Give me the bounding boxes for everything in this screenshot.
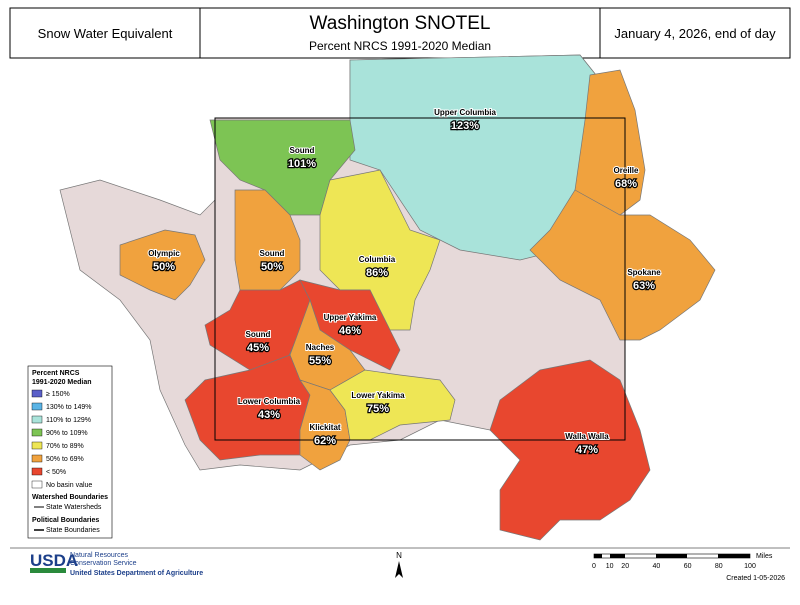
basin-lower-columbia bbox=[184, 354, 311, 461]
header-box bbox=[9, 7, 791, 59]
basin-value: 43% bbox=[258, 409, 280, 421]
agency: Natural Resources bbox=[70, 552, 128, 559]
legend-item: ≥ 150% bbox=[46, 391, 70, 398]
basin-value: 123% bbox=[451, 120, 479, 132]
basin-spokane bbox=[529, 189, 716, 341]
basin-value: 55% bbox=[309, 355, 331, 367]
basin-name: Columbia bbox=[359, 255, 396, 264]
basin-sound-central bbox=[234, 189, 301, 301]
basin-name: Naches bbox=[306, 343, 335, 352]
basin-value: 47% bbox=[576, 444, 598, 456]
usda-logo-bar bbox=[30, 568, 66, 573]
scale-label: 0 bbox=[592, 563, 596, 570]
basin-value: 86% bbox=[366, 267, 388, 279]
basin-value: 63% bbox=[633, 280, 655, 292]
basin-walla-walla bbox=[489, 359, 651, 541]
basin-oreille bbox=[574, 69, 646, 216]
legend-swatch bbox=[31, 467, 43, 476]
legend-swatch bbox=[31, 428, 43, 437]
basin-name: Lower Columbia bbox=[238, 397, 301, 406]
scale-label: 20 bbox=[621, 563, 629, 570]
legend-heading: Political Boundaries bbox=[32, 517, 99, 524]
scale-bar bbox=[593, 553, 751, 559]
legend-swatch bbox=[31, 415, 43, 424]
agency: Conservation Service bbox=[70, 560, 137, 567]
created: Created 1-05-2026 bbox=[726, 575, 785, 582]
scale-labels: 0 10 20 40 60 80 100 bbox=[592, 563, 756, 570]
legend-title: 1991-2020 Median bbox=[32, 379, 92, 386]
header-right: January 4, 2026, end of day bbox=[614, 26, 776, 41]
legend-swatch bbox=[31, 402, 43, 411]
legend-item: 90% to 109% bbox=[46, 430, 88, 437]
state-boundary bbox=[214, 117, 626, 441]
scale-label: 80 bbox=[715, 563, 723, 570]
basin-name: Sound bbox=[246, 330, 271, 339]
basin-sound-north bbox=[209, 119, 356, 216]
scale-segment bbox=[594, 554, 602, 558]
basin-name: Sound bbox=[290, 146, 315, 155]
scale-unit: Miles bbox=[756, 553, 773, 560]
header-title: Washington SNOTEL bbox=[310, 13, 491, 34]
basin-name: Upper Columbia bbox=[434, 108, 496, 117]
basin-name: Lower Yakima bbox=[351, 391, 405, 400]
legend-swatch bbox=[31, 441, 43, 450]
north-arrow bbox=[395, 561, 403, 578]
basin-name: Walla Walla bbox=[565, 432, 609, 441]
basin-value: 101% bbox=[288, 158, 316, 170]
basin-name: Olympic bbox=[148, 249, 180, 258]
legend-swatch bbox=[31, 454, 43, 463]
department: United States Department of Agriculture bbox=[70, 570, 203, 577]
scale-segment bbox=[718, 554, 750, 558]
basin-value: 62% bbox=[314, 435, 336, 447]
basin-value: 46% bbox=[339, 325, 361, 337]
legend-swatch bbox=[31, 389, 43, 398]
header-left: Snow Water Equivalent bbox=[38, 26, 173, 41]
map bbox=[59, 54, 716, 541]
basin-value: 68% bbox=[615, 178, 637, 190]
legend-item: No basin value bbox=[46, 482, 92, 489]
header-subtitle: Percent NRCS 1991-2020 Median bbox=[309, 39, 491, 53]
basin-value: 50% bbox=[153, 261, 175, 273]
basin-name: Klickitat bbox=[309, 423, 340, 432]
scale-segment bbox=[656, 554, 687, 558]
basin-olympic bbox=[119, 229, 206, 301]
legend-item: 70% to 89% bbox=[46, 443, 84, 450]
north-label: N bbox=[396, 551, 402, 560]
basin-value: 75% bbox=[367, 403, 389, 415]
basin-name: Spokane bbox=[627, 268, 661, 277]
basin-labels: Upper Columbia 123% Sound 101% Oreille 6… bbox=[147, 107, 662, 457]
legend-item: 130% to 149% bbox=[46, 404, 92, 411]
legend-item: < 50% bbox=[46, 469, 66, 476]
legend: Percent NRCS 1991-2020 Median ≥ 150% 130… bbox=[27, 365, 113, 539]
legend-item: State Watersheds bbox=[46, 504, 102, 511]
scale-label: 100 bbox=[744, 563, 756, 570]
basin-value: 45% bbox=[247, 342, 269, 354]
legend-item: 110% to 129% bbox=[46, 417, 91, 424]
basin-lower-yakima bbox=[329, 369, 456, 441]
legend-swatch bbox=[31, 480, 43, 489]
basin-name: Upper Yakima bbox=[324, 313, 377, 322]
scale-label: 10 bbox=[606, 563, 614, 570]
basin-name: Sound bbox=[260, 249, 285, 258]
legend-heading: Watershed Boundaries bbox=[32, 494, 108, 501]
basin-value: 50% bbox=[261, 261, 283, 273]
legend-title: Percent NRCS bbox=[32, 370, 80, 377]
legend-item: 50% to 69% bbox=[46, 456, 84, 463]
legend-item: State Boundaries bbox=[46, 527, 100, 534]
scale-label: 40 bbox=[653, 563, 661, 570]
scale-label: 60 bbox=[684, 563, 692, 570]
basin-name: Oreille bbox=[614, 166, 639, 175]
scale-segment bbox=[610, 554, 625, 558]
usda-logo: USDA bbox=[30, 551, 78, 570]
